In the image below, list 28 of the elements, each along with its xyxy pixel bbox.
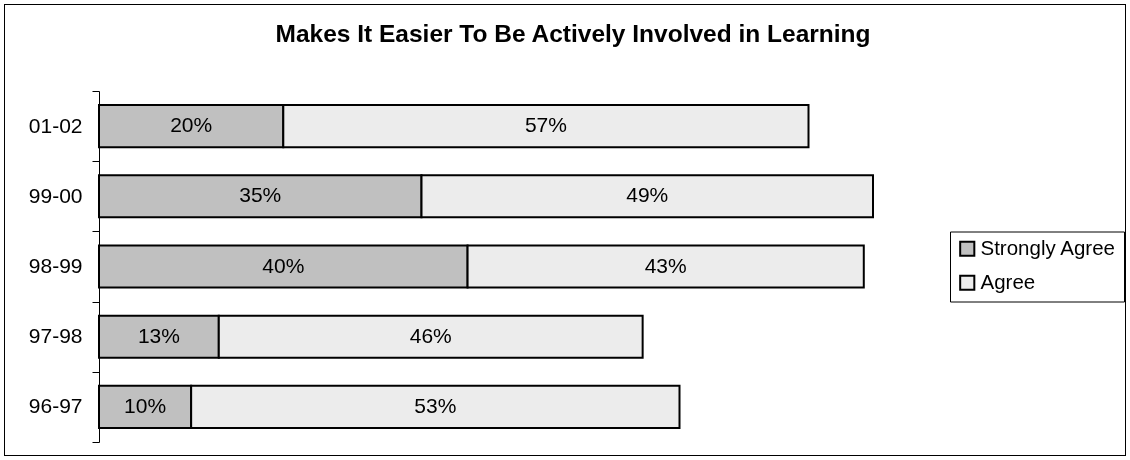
bar xyxy=(190,384,681,429)
bar xyxy=(282,104,810,149)
data-label: 57% xyxy=(524,113,567,137)
bar xyxy=(98,104,285,149)
bar xyxy=(217,314,644,359)
data-label: 49% xyxy=(626,183,669,207)
legend-label: Strongly Agree xyxy=(980,235,1115,259)
y-tick-label: 98-99 xyxy=(28,254,83,277)
chart-title: Makes It Easier To Be Actively Involved in Learning xyxy=(275,19,871,47)
y-tick-label: 99-00 xyxy=(28,183,83,207)
data-label: 53% xyxy=(414,393,457,417)
data-label: 10% xyxy=(124,393,167,417)
data-label: 46% xyxy=(409,323,452,347)
legend-label: Agree xyxy=(980,269,1036,293)
bar xyxy=(466,244,865,289)
bar xyxy=(98,244,469,289)
bar xyxy=(420,174,874,219)
y-tick-label: 01-02 xyxy=(28,113,83,137)
data-label: 20% xyxy=(170,113,213,137)
bar xyxy=(98,384,193,429)
bar xyxy=(98,314,220,359)
data-label: 40% xyxy=(262,253,305,277)
y-tick-label: 96-97 xyxy=(28,394,83,418)
data-label: 43% xyxy=(644,253,687,277)
bar xyxy=(98,174,423,219)
y-tick-label: 97-98 xyxy=(28,324,83,348)
data-label: 35% xyxy=(239,183,282,207)
data-label: 13% xyxy=(137,323,180,347)
